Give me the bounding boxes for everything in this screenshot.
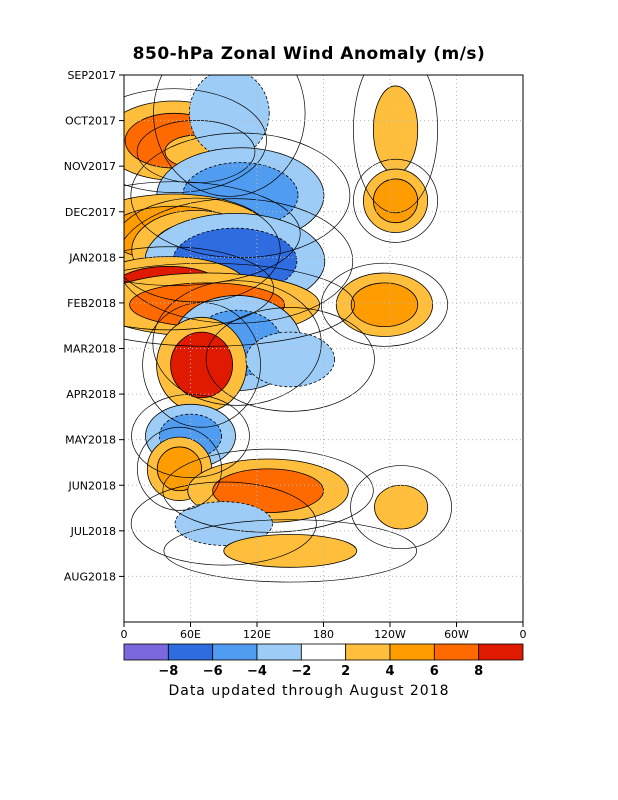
y-tick-label: OCT2017	[65, 115, 116, 128]
y-tick-label: JUL2018	[70, 525, 116, 538]
y-tick-label: NOV2017	[64, 160, 116, 173]
zero-contour	[350, 465, 452, 550]
x-tick-label: 120E	[243, 628, 271, 641]
anomaly-contour	[372, 85, 419, 174]
anomaly-contour	[223, 534, 358, 568]
colorbar-swatch	[300, 643, 347, 661]
colorbar-label: −2	[291, 664, 311, 679]
y-tick-label: SEP2017	[67, 69, 116, 82]
colorbar-swatch	[389, 643, 435, 661]
colorbar-label: 8	[474, 664, 483, 679]
zero-contour	[152, 280, 322, 406]
anomaly-contour	[372, 178, 419, 224]
colorbar-swatch	[345, 643, 391, 661]
x-axis: 0 60E 120E 180 120W 60W 0	[121, 622, 527, 641]
zero-contour	[320, 262, 448, 347]
y-tick-label: JAN2018	[68, 251, 116, 264]
anomaly-contour	[212, 468, 324, 513]
x-tick-label: 60E	[180, 628, 201, 641]
colorbar-label: −8	[158, 664, 178, 679]
zero-contour	[136, 426, 222, 511]
zero-contour	[124, 262, 355, 347]
zero-contour	[124, 198, 354, 324]
zero-contour	[205, 307, 375, 412]
data-updated-note: Data updated through August 2018	[168, 683, 450, 699]
x-tick-label: 120W	[374, 628, 406, 641]
zero-contours	[124, 75, 452, 583]
colorbar-label: −4	[247, 664, 267, 679]
y-tick-label: DEC2017	[65, 206, 116, 219]
zero-contour	[130, 481, 317, 566]
y-tick-label: JUN2018	[67, 479, 116, 492]
anomaly-contour	[374, 484, 429, 530]
zero-contour	[163, 519, 417, 583]
colorbar-swatch	[167, 643, 214, 661]
zero-contour	[353, 75, 438, 214]
grid-lines	[124, 75, 523, 622]
y-axis: SEP2017 OCT2017 NOV2017 DEC2017 JAN2018 FEB20…	[63, 69, 124, 583]
zero-contour	[153, 75, 306, 197]
colorbar-swatch	[212, 643, 258, 661]
anomaly-contour	[245, 331, 335, 388]
colorbar-swatch	[123, 643, 169, 661]
y-tick-label: FEB2018	[67, 297, 116, 310]
colorbar-swatch	[433, 643, 480, 661]
colorbar: −8 −6 −4 −2 2 4 6 8	[123, 643, 524, 679]
zero-contour	[124, 197, 281, 303]
chart-title: 850-hPa Zonal Wind Anomaly (m/s)	[132, 44, 486, 64]
y-tick-label: MAY2018	[65, 434, 116, 447]
colorbar-label: 2	[341, 664, 350, 679]
zero-contour	[131, 394, 250, 478]
x-tick-label: 0	[121, 628, 128, 641]
colorbar-swatch	[256, 643, 302, 661]
y-tick-label: MAR2018	[63, 343, 116, 356]
x-tick-label: 60W	[444, 628, 469, 641]
zero-contour	[124, 246, 274, 331]
zero-contour	[142, 302, 261, 428]
colorbar-label: −6	[203, 664, 223, 679]
zero-contour	[124, 88, 267, 193]
zero-contour	[124, 181, 301, 286]
colorbar-swatch	[478, 643, 524, 661]
y-tick-label: APR2018	[66, 388, 116, 401]
colorbar-label: 6	[430, 664, 439, 679]
anomaly-contour	[174, 501, 273, 546]
colorbar-label: 4	[385, 664, 394, 679]
zero-contour	[353, 158, 439, 243]
anomaly-contour	[170, 331, 234, 399]
x-tick-label: 0	[520, 628, 527, 641]
x-tick-label: 180	[313, 628, 334, 641]
y-tick-label: AUG2018	[64, 570, 116, 583]
anomaly-contour	[350, 282, 419, 328]
zero-contour	[162, 448, 374, 533]
